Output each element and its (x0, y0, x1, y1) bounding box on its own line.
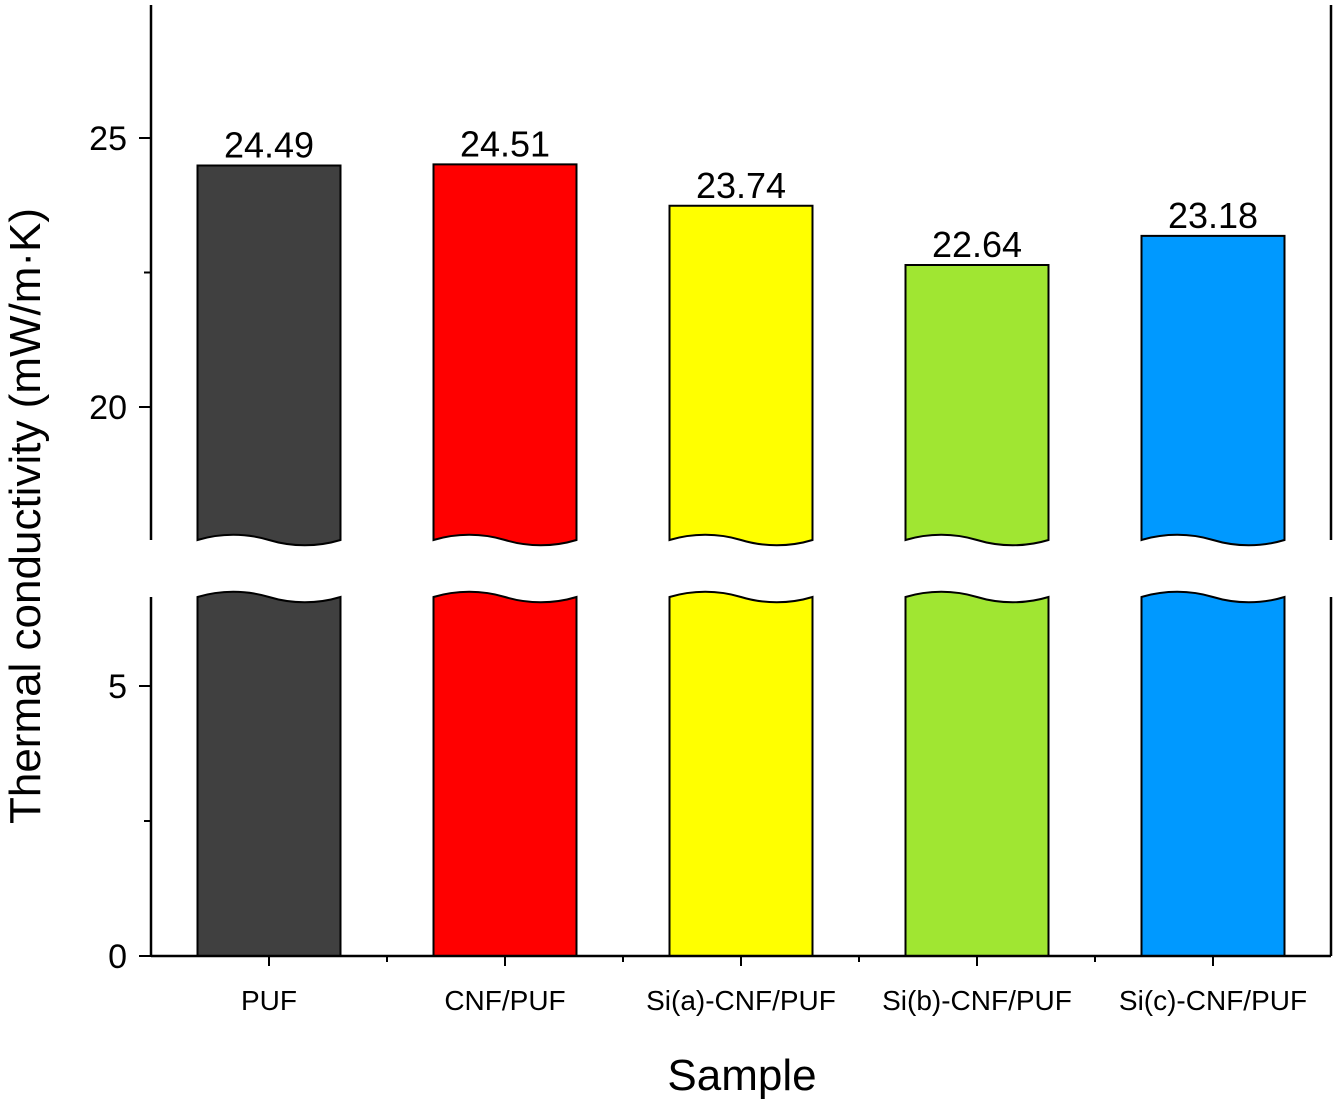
y-tick-label: 0 (108, 938, 127, 976)
bar-lower-segment (196, 590, 342, 957)
y-tick-label: 5 (108, 668, 127, 706)
bar-value-label: 22.64 (932, 224, 1022, 265)
bar-upper-segment (904, 263, 1050, 547)
bar-value-label: 23.74 (696, 165, 786, 206)
axes-layer (139, 5, 1333, 966)
bar-upper-segment (668, 204, 814, 547)
bar-lower-segment (668, 590, 814, 957)
bar-upper-segment (196, 164, 342, 547)
bar-value-label: 23.18 (1168, 195, 1258, 236)
x-tick-label: Si(a)-CNF/PUF (646, 985, 836, 1016)
x-tick-label: PUF (241, 985, 297, 1016)
x-tick-label: Si(c)-CNF/PUF (1119, 985, 1307, 1016)
bar-value-label: 24.51 (460, 123, 550, 164)
bar-value-label: 24.49 (224, 124, 314, 165)
bar-lower-segment (432, 590, 578, 957)
x-tick-label: Si(b)-CNF/PUF (882, 985, 1072, 1016)
x-axis-title: Sample (667, 1051, 816, 1100)
bar-lower-segment (1140, 590, 1286, 957)
bar-upper-segment (432, 163, 578, 547)
y-axis-title: Thermal conductivity (mW/m·K) (1, 208, 50, 824)
bar-lower-segment (904, 590, 1050, 957)
x-tick-label: CNF/PUF (444, 985, 565, 1016)
y-tick-label: 25 (89, 120, 127, 158)
bar-upper-segment (1140, 234, 1286, 547)
y-tick-label: 20 (89, 389, 127, 427)
bars-layer (196, 163, 1286, 957)
labels-layer: 24.49 PUF 24.51 CNF/PUF 23.74 Si(a)-CNF/PUF 22… (89, 120, 1307, 1016)
